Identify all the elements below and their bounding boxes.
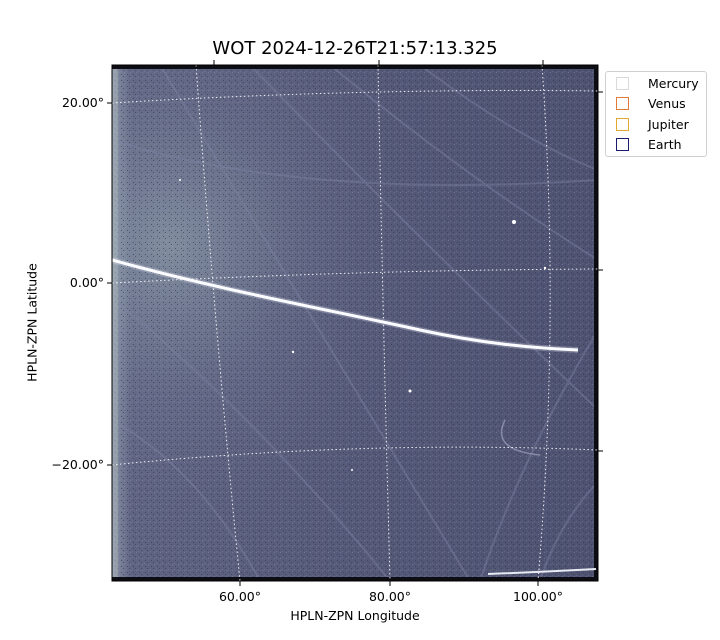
legend-item-mercury: Mercury: [616, 75, 699, 91]
y-tick-label: 0.00°: [70, 275, 104, 290]
legend-swatch-mercury: [616, 76, 629, 90]
y-axis-label: HPLN-ZPN Latitude: [24, 263, 40, 382]
chart-title: WOT 2024-12-26T21:57:13.325: [212, 38, 498, 59]
coordinate-grid: [112, 65, 598, 581]
x-tick-label: 60.00°: [219, 589, 261, 604]
legend-item-earth: Earth: [616, 136, 682, 152]
x-tick-label: 80.00°: [369, 589, 411, 604]
comet-tail: [112, 258, 579, 352]
legend-item-jupiter: Jupiter: [616, 116, 689, 132]
y-tick-label: −20.00°: [51, 457, 104, 472]
x-axis-label: HPLN-ZPN Longitude: [290, 608, 420, 623]
legend-label-mercury: Mercury: [648, 75, 699, 91]
axis-ticks: 60.00° 80.00° 100.00° 20.00° 0.00° −20.00°: [51, 60, 603, 604]
legend-label-earth: Earth: [648, 136, 682, 152]
x-tick-label: 100.00°: [513, 589, 563, 604]
legend-item-venus: Venus: [616, 95, 686, 111]
legend: Mercury Venus Jupiter Earth: [605, 71, 707, 157]
y-tick-label: 20.00°: [62, 95, 104, 110]
legend-swatch-earth: [616, 137, 629, 151]
solar-image: [112, 65, 598, 581]
plot-frame: [111, 64, 599, 582]
legend-swatch-venus: [616, 96, 629, 110]
legend-label-jupiter: Jupiter: [648, 116, 689, 132]
legend-swatch-jupiter: [616, 117, 629, 131]
legend-label-venus: Venus: [648, 95, 686, 111]
